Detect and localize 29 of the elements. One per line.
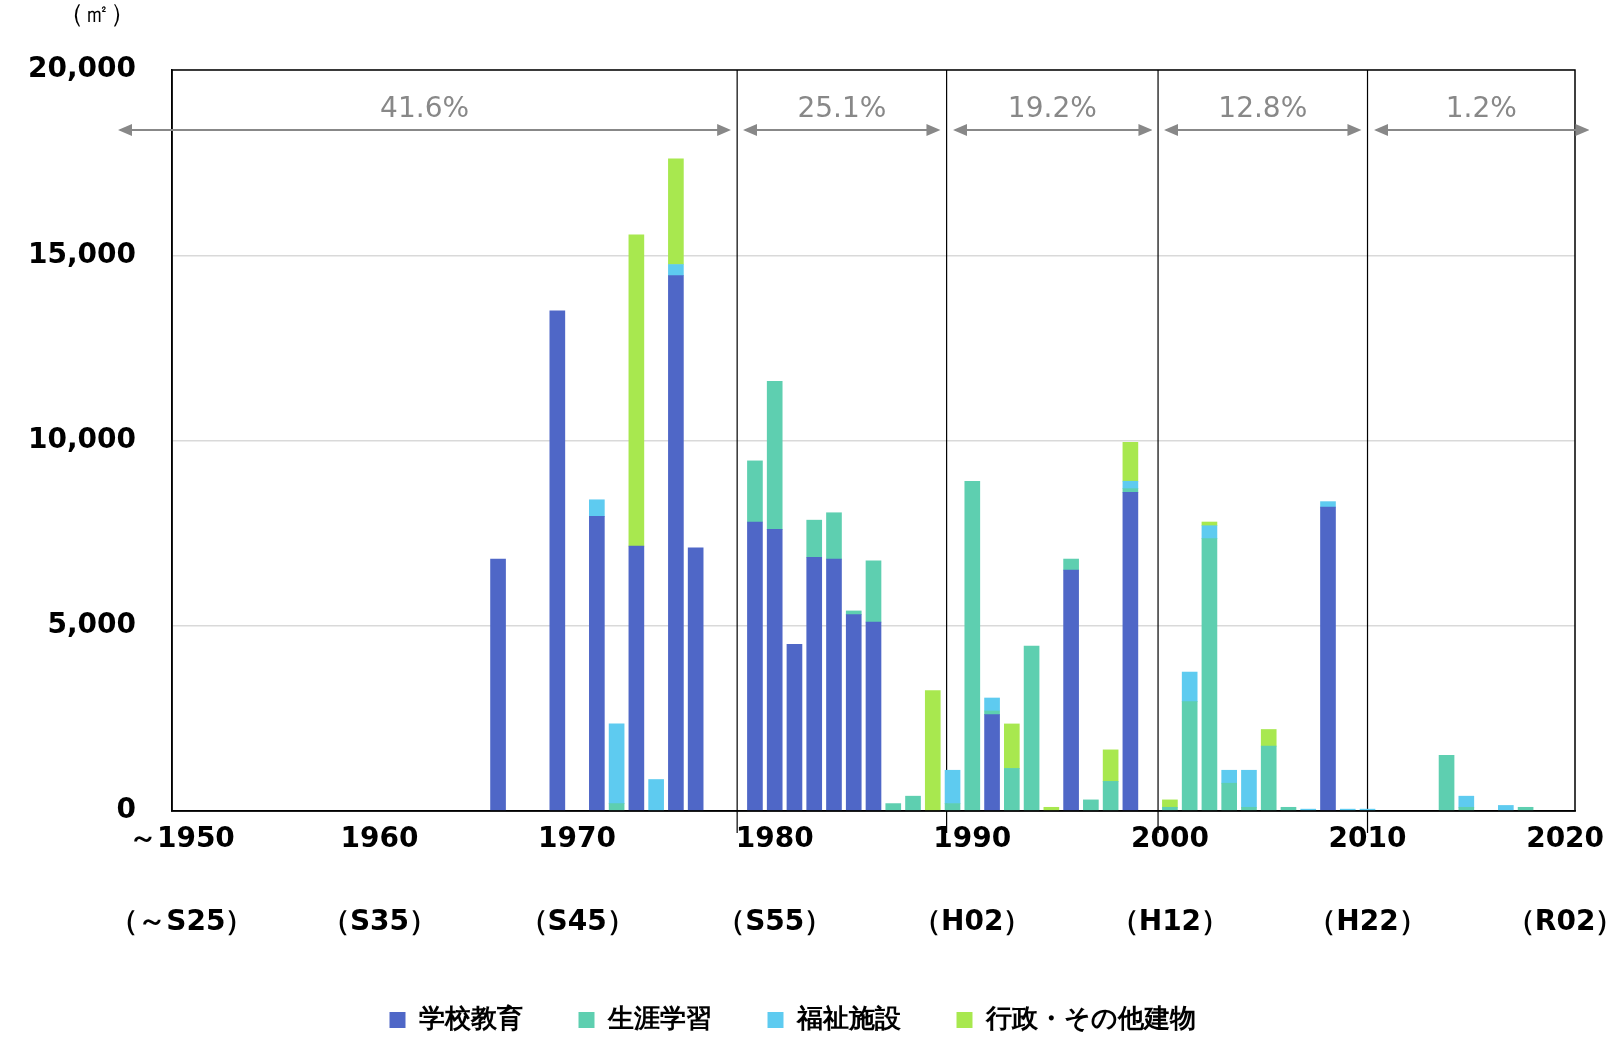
y-tick-label: 10,000	[27, 421, 136, 455]
x-tick-label: 2000	[1130, 821, 1209, 855]
legend-label: 学校教育	[418, 1002, 523, 1033]
legend-label: 生涯学習	[606, 1002, 712, 1033]
x-tick-label: 2010	[1328, 821, 1407, 855]
annotation: 41.6%	[380, 91, 470, 125]
annotation: 25.1%	[797, 91, 887, 125]
text: （H12）	[1110, 904, 1230, 938]
x-tick-label: 1970	[538, 821, 617, 855]
text: （～S25）	[110, 904, 254, 938]
y-tick-label: 20,000	[27, 51, 136, 85]
annotation: 12.8%	[1218, 91, 1308, 125]
text: （S35）	[321, 904, 438, 938]
x-tick-label: 1980	[735, 821, 814, 855]
text: （S45）	[519, 904, 635, 938]
x-tick-label: 1990	[933, 821, 1012, 855]
text: （S55）	[717, 904, 833, 938]
annotation: 19.2%	[1007, 91, 1097, 125]
y-tick-label: 5,000	[47, 607, 136, 641]
y-tick-label: 15,000	[27, 236, 136, 270]
y-axis-title: （㎡）	[58, 0, 136, 28]
annotation: 1.2%	[1445, 91, 1517, 125]
legend-label: 行政・その他建物	[984, 1002, 1196, 1033]
x-tick-label: 1960	[340, 821, 419, 855]
legend-label: 福祉施設	[794, 1002, 902, 1033]
text: （H02）	[913, 904, 1032, 938]
text: （R02）	[1506, 904, 1620, 938]
text: （H22）	[1308, 904, 1427, 938]
x-tick-label: 2020	[1526, 821, 1605, 855]
